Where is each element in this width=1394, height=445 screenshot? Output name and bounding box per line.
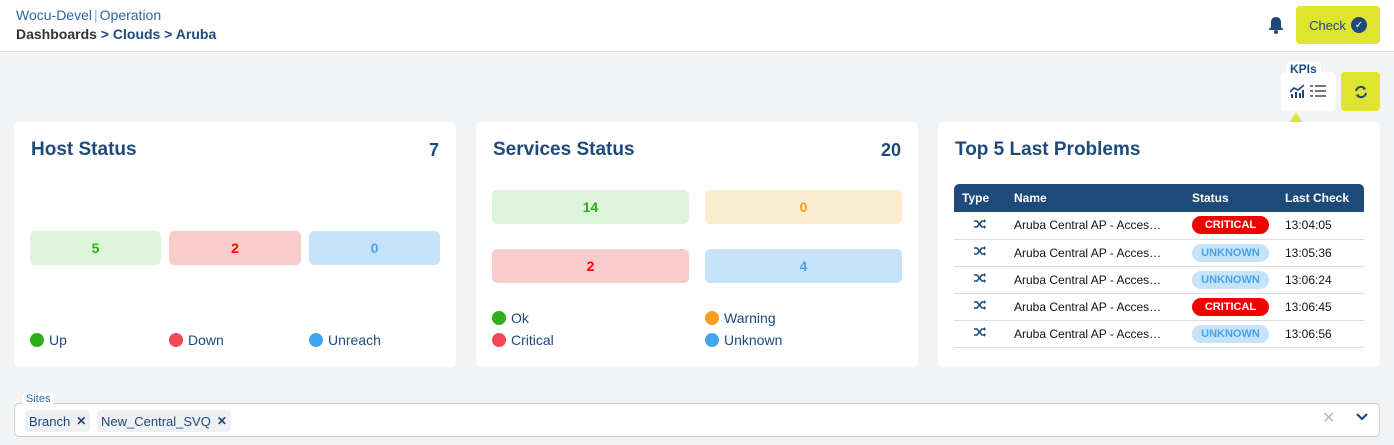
sites-label: Sites bbox=[22, 393, 55, 405]
breadcrumb-dashboards[interactable]: Dashboards bbox=[16, 26, 97, 42]
card-title: Host Status bbox=[31, 139, 137, 160]
shuffle-icon bbox=[974, 327, 986, 337]
last-check: 13:06:56 bbox=[1277, 320, 1364, 348]
tile-unreach[interactable]: 0 bbox=[309, 231, 440, 265]
remove-chip-icon[interactable]: ✕ bbox=[216, 414, 227, 428]
problem-name[interactable]: Aruba Central AP - Acces… bbox=[1006, 266, 1184, 294]
top-header: Wocu-Devel | Operation Dashboards > Clouds… bbox=[0, 0, 1394, 52]
status-badge: UNKNOWN bbox=[1192, 270, 1269, 289]
status-badge: CRITICAL bbox=[1192, 216, 1269, 235]
services-status-card: Services Status 20 14 0 2 4 Ok Warning C… bbox=[476, 122, 918, 367]
legend-down: Down bbox=[169, 332, 224, 348]
tile-up[interactable]: 5 bbox=[30, 231, 161, 265]
tile-unknown[interactable]: 4 bbox=[705, 249, 902, 283]
col-type[interactable]: Type bbox=[954, 184, 1006, 212]
refresh-button[interactable] bbox=[1341, 72, 1380, 111]
app-name[interactable]: Wocu-Devel bbox=[16, 7, 92, 23]
legend-ok: Ok bbox=[492, 310, 529, 326]
shuffle-icon bbox=[974, 300, 986, 310]
chevron-down-icon[interactable] bbox=[1355, 412, 1369, 422]
sites-select[interactable]: Branch ✕ New_Central_SVQ ✕ bbox=[14, 403, 1380, 437]
app-title: Wocu-Devel | Operation bbox=[16, 7, 162, 23]
refresh-icon bbox=[1354, 85, 1367, 98]
table-row[interactable]: Aruba Central AP - Acces… UNKNOWN 13:06:… bbox=[954, 320, 1364, 348]
problem-name[interactable]: Aruba Central AP - Acces… bbox=[1006, 293, 1184, 321]
table-row[interactable]: Aruba Central AP - Acces… CRITICAL 13:06… bbox=[954, 293, 1364, 321]
legend-warning: Warning bbox=[705, 310, 776, 326]
table-row[interactable]: Aruba Central AP - Acces… UNKNOWN 13:06:… bbox=[954, 266, 1364, 294]
breadcrumb: Dashboards > Clouds > Aruba bbox=[16, 26, 217, 42]
kpis-label: KPIs bbox=[1286, 62, 1321, 76]
shuffle-icon bbox=[974, 273, 986, 283]
last-check: 13:06:24 bbox=[1277, 266, 1364, 294]
shuffle-icon bbox=[974, 218, 986, 229]
last-check: 13:04:05 bbox=[1277, 212, 1364, 240]
legend-critical: Critical bbox=[492, 332, 554, 348]
chart-view-icon[interactable] bbox=[1289, 84, 1305, 98]
shuffle-icon bbox=[974, 246, 986, 256]
card-title: Top 5 Last Problems bbox=[955, 139, 1141, 160]
breadcrumb-clouds[interactable]: Clouds bbox=[112, 26, 161, 42]
section-name[interactable]: Operation bbox=[99, 7, 162, 23]
col-status[interactable]: Status bbox=[1184, 184, 1277, 212]
host-total: 7 bbox=[428, 140, 439, 160]
legend-unknown: Unknown bbox=[705, 332, 782, 348]
tile-down[interactable]: 2 bbox=[169, 231, 301, 265]
status-badge: UNKNOWN bbox=[1192, 324, 1269, 343]
col-name[interactable]: Name bbox=[1006, 184, 1184, 212]
bell-icon[interactable] bbox=[1268, 16, 1284, 34]
status-badge: UNKNOWN bbox=[1192, 243, 1269, 262]
site-chip-new-central-svq: New_Central_SVQ ✕ bbox=[97, 410, 231, 432]
tile-ok[interactable]: 14 bbox=[492, 190, 689, 224]
check-label: Check bbox=[1309, 17, 1346, 33]
last-check: 13:05:36 bbox=[1277, 239, 1364, 267]
tile-warning[interactable]: 0 bbox=[705, 190, 902, 224]
services-total: 20 bbox=[880, 140, 901, 160]
problem-name[interactable]: Aruba Central AP - Acces… bbox=[1006, 320, 1184, 348]
status-badge: CRITICAL bbox=[1192, 297, 1269, 316]
col-last-check[interactable]: Last Check bbox=[1277, 184, 1364, 212]
check-button[interactable]: Check ✓ bbox=[1296, 6, 1380, 44]
table-row[interactable]: Aruba Central AP - Acces… UNKNOWN 13:05:… bbox=[954, 239, 1364, 267]
legend-up: Up bbox=[30, 332, 67, 348]
host-status-card: Host Status 7 5 2 0 Up Down Unreach bbox=[14, 122, 456, 367]
clear-icon[interactable]: ✕ bbox=[1322, 410, 1336, 427]
breadcrumb-aruba[interactable]: Aruba bbox=[175, 26, 217, 42]
tile-critical[interactable]: 2 bbox=[492, 249, 689, 283]
list-view-icon[interactable] bbox=[1310, 84, 1326, 98]
card-title: Services Status bbox=[493, 139, 635, 160]
last-check: 13:06:45 bbox=[1277, 293, 1364, 321]
remove-chip-icon[interactable]: ✕ bbox=[76, 414, 87, 428]
check-circle-icon: ✓ bbox=[1350, 17, 1367, 33]
legend-unreach: Unreach bbox=[309, 332, 381, 348]
site-chip-branch: Branch ✕ bbox=[25, 410, 91, 432]
problems-table: Type Name Status Last Check Aruba Centra… bbox=[954, 184, 1364, 348]
problem-name[interactable]: Aruba Central AP - Acces… bbox=[1006, 212, 1184, 240]
problems-card: Top 5 Last Problems Type Name Status Las… bbox=[938, 122, 1380, 367]
table-row[interactable]: Aruba Central AP - Acces… CRITICAL 13:04… bbox=[954, 212, 1364, 240]
problem-name[interactable]: Aruba Central AP - Acces… bbox=[1006, 239, 1184, 267]
